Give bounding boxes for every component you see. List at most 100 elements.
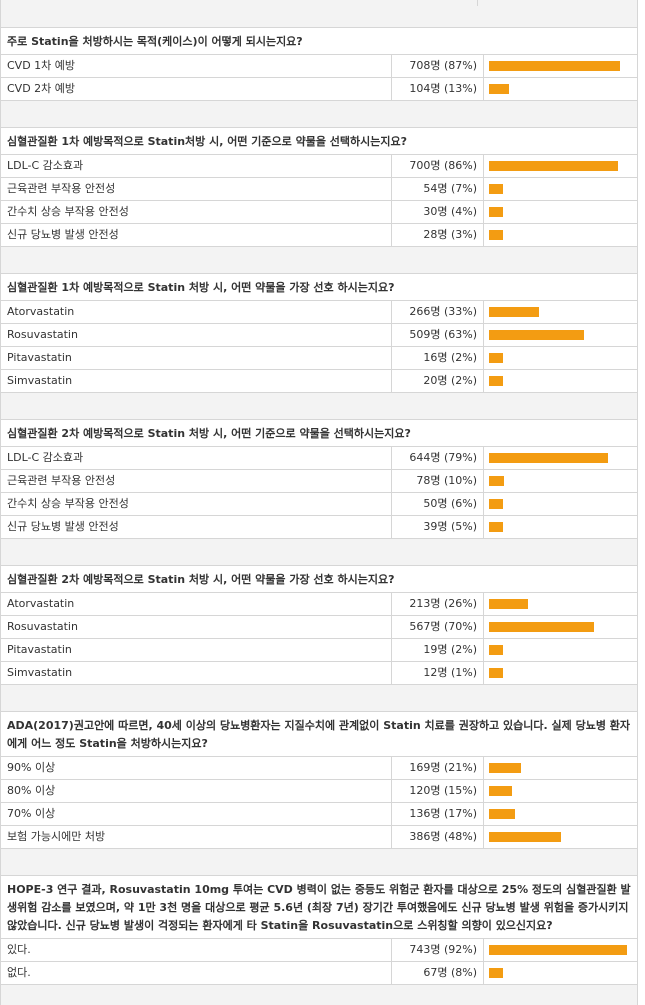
answer-count: 213명 (26%) bbox=[391, 593, 483, 615]
answer-label: LDL-C 감소효과 bbox=[7, 451, 84, 464]
answer-label: Rosuvastatin bbox=[7, 620, 78, 633]
answer-row: Pitavastatin 16명 (2%) bbox=[1, 347, 637, 370]
answer-count: 509명 (63%) bbox=[391, 324, 483, 346]
answer-count: 104명 (13%) bbox=[391, 78, 483, 100]
answer-label: 근육관련 부작용 안전성 bbox=[7, 474, 116, 487]
answer-row: 근육관련 부작용 안전성 54명 (7%) bbox=[1, 178, 637, 201]
answer-label: 근육관련 부작용 안전성 bbox=[7, 182, 116, 195]
answer-bar-cell bbox=[483, 470, 637, 492]
column-divider bbox=[477, 0, 478, 6]
answer-label: Atorvastatin bbox=[7, 305, 75, 318]
answer-percentage-bar bbox=[489, 476, 504, 486]
answer-count: 78명 (10%) bbox=[391, 470, 483, 492]
answer-count: 39명 (5%) bbox=[391, 516, 483, 538]
answer-percentage-bar bbox=[489, 453, 608, 463]
answer-count: 567명 (70%) bbox=[391, 616, 483, 638]
answer-percentage-bar bbox=[489, 376, 503, 386]
answer-bar-cell bbox=[483, 324, 637, 346]
answer-label: 신규 당뇨병 발생 안전성 bbox=[7, 520, 119, 533]
section-spacer bbox=[0, 849, 638, 876]
answer-label: 80% 이상 bbox=[7, 784, 56, 797]
answer-bar-cell bbox=[483, 55, 637, 77]
answer-count: 67명 (8%) bbox=[391, 962, 483, 984]
answer-row: 간수치 상승 부작용 안전성 50명 (6%) bbox=[1, 493, 637, 516]
answer-percentage-bar bbox=[489, 307, 539, 317]
answer-row: 없다. 67명 (8%) bbox=[1, 962, 637, 985]
answer-label: Pitavastatin bbox=[7, 351, 72, 364]
answer-percentage-bar bbox=[489, 968, 503, 978]
answer-row: 있다. 743명 (92%) bbox=[1, 939, 637, 962]
question-title: HOPE-3 연구 결과, Rosuvastatin 10mg 투여는 CVD … bbox=[1, 876, 637, 939]
answer-percentage-bar bbox=[489, 161, 618, 171]
answer-label: CVD 1차 예방 bbox=[7, 59, 76, 72]
answer-row: 90% 이상 169명 (21%) bbox=[1, 757, 637, 780]
answer-row: 신규 당뇨병 발생 안전성 39명 (5%) bbox=[1, 516, 637, 539]
answer-label: Simvastatin bbox=[7, 374, 73, 387]
answer-label: 90% 이상 bbox=[7, 761, 56, 774]
answer-percentage-bar bbox=[489, 763, 521, 773]
answer-row: Simvastatin 20명 (2%) bbox=[1, 370, 637, 393]
answer-bar-cell bbox=[483, 493, 637, 515]
answer-count: 50명 (6%) bbox=[391, 493, 483, 515]
answer-count: 54명 (7%) bbox=[391, 178, 483, 200]
answer-count: 386명 (48%) bbox=[391, 826, 483, 848]
answer-row: Atorvastatin 266명 (33%) bbox=[1, 301, 637, 324]
answer-row: Atorvastatin 213명 (26%) bbox=[1, 593, 637, 616]
section-spacer bbox=[0, 393, 638, 420]
answer-bar-cell bbox=[483, 78, 637, 100]
answer-bar-cell bbox=[483, 593, 637, 615]
answer-bar-cell bbox=[483, 780, 637, 802]
answer-count: 169명 (21%) bbox=[391, 757, 483, 779]
answer-bar-cell bbox=[483, 347, 637, 369]
answer-row: 신규 당뇨병 발생 안전성 28명 (3%) bbox=[1, 224, 637, 247]
answer-percentage-bar bbox=[489, 832, 561, 842]
answer-label: Pitavastatin bbox=[7, 643, 72, 656]
answer-row: Rosuvastatin 567명 (70%) bbox=[1, 616, 637, 639]
question-title: 심혈관질환 2차 예방목적으로 Statin 처방 시, 어떤 기준으로 약물을… bbox=[1, 420, 637, 447]
answer-label: Rosuvastatin bbox=[7, 328, 78, 341]
answer-count: 700명 (86%) bbox=[391, 155, 483, 177]
answer-count: 743명 (92%) bbox=[391, 939, 483, 961]
answer-row: 근육관련 부작용 안전성 78명 (10%) bbox=[1, 470, 637, 493]
answer-row: LDL-C 감소효과 644명 (79%) bbox=[1, 447, 637, 470]
answer-label: 70% 이상 bbox=[7, 807, 56, 820]
answer-label: Simvastatin bbox=[7, 666, 73, 679]
answer-bar-cell bbox=[483, 516, 637, 538]
answer-bar-cell bbox=[483, 224, 637, 246]
answer-bar-cell bbox=[483, 616, 637, 638]
question-title: 주로 Statin을 처방하시는 목적(케이스)이 어떻게 되시는지요? bbox=[1, 28, 637, 55]
answer-label: CVD 2차 예방 bbox=[7, 82, 76, 95]
answer-label: Atorvastatin bbox=[7, 597, 75, 610]
question-title: ADA(2017)권고안에 따르면, 40세 이상의 당뇨병환자는 지질수치에 … bbox=[1, 712, 637, 757]
answer-bar-cell bbox=[483, 962, 637, 984]
question-block: 심혈관질환 2차 예방목적으로 Statin 처방 시, 어떤 약물을 가장 선… bbox=[0, 566, 638, 685]
answer-bar-cell bbox=[483, 639, 637, 661]
answer-percentage-bar bbox=[489, 622, 594, 632]
answer-label: 있다. bbox=[7, 943, 31, 956]
section-spacer bbox=[0, 247, 638, 274]
answer-count: 16명 (2%) bbox=[391, 347, 483, 369]
question-block: 심혈관질환 1차 예방목적으로 Statin 처방 시, 어떤 약물을 가장 선… bbox=[0, 274, 638, 393]
answer-bar-cell bbox=[483, 201, 637, 223]
question-title: 심혈관질환 2차 예방목적으로 Statin 처방 시, 어떤 약물을 가장 선… bbox=[1, 566, 637, 593]
answer-row: CVD 1차 예방 708명 (87%) bbox=[1, 55, 637, 78]
question-block: 심혈관질환 2차 예방목적으로 Statin 처방 시, 어떤 기준으로 약물을… bbox=[0, 420, 638, 539]
answer-label: 간수치 상승 부작용 안전성 bbox=[7, 205, 129, 218]
answer-count: 30명 (4%) bbox=[391, 201, 483, 223]
answer-row: 간수치 상승 부작용 안전성 30명 (4%) bbox=[1, 201, 637, 224]
answer-row: Rosuvastatin 509명 (63%) bbox=[1, 324, 637, 347]
answer-bar-cell bbox=[483, 826, 637, 848]
answer-bar-cell bbox=[483, 757, 637, 779]
answer-percentage-bar bbox=[489, 184, 503, 194]
answer-percentage-bar bbox=[489, 645, 503, 655]
answer-bar-cell bbox=[483, 301, 637, 323]
answer-row: CVD 2차 예방 104명 (13%) bbox=[1, 78, 637, 101]
answer-count: 20명 (2%) bbox=[391, 370, 483, 392]
answer-count: 19명 (2%) bbox=[391, 639, 483, 661]
question-block: 심혈관질환 1차 예방목적으로 Statin처방 시, 어떤 기준으로 약물을 … bbox=[0, 128, 638, 247]
section-spacer bbox=[0, 539, 638, 566]
answer-label: 간수치 상승 부작용 안전성 bbox=[7, 497, 129, 510]
answer-label: 보험 가능시에만 처방 bbox=[7, 830, 106, 843]
answer-bar-cell bbox=[483, 803, 637, 825]
top-spacer bbox=[0, 0, 638, 28]
